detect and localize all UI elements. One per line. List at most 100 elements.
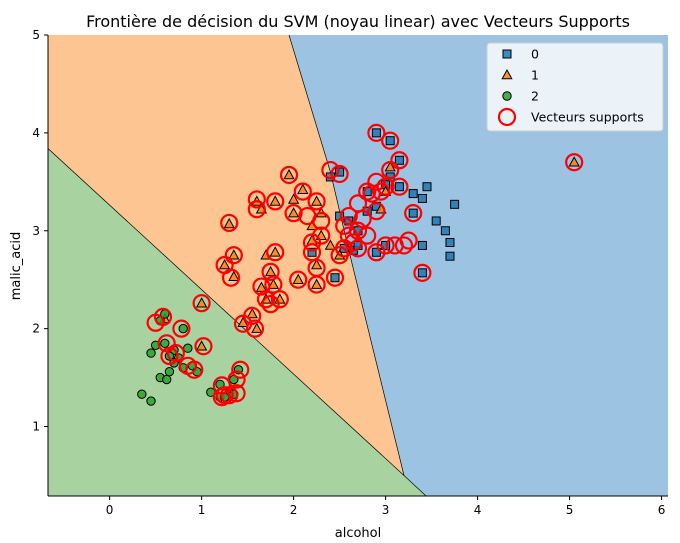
point-class-1-18: [264, 265, 277, 277]
support-vector-57: [233, 314, 253, 333]
support-vector-2: [330, 164, 349, 184]
point-class-0-20: [417, 268, 427, 278]
support-vector-59: [192, 294, 211, 313]
support-vector-74: [215, 386, 234, 405]
chart-title: Frontière de décision du SVM (noyau line…: [86, 12, 630, 31]
point-class-1-19: [267, 278, 280, 289]
support-vector-29: [394, 236, 414, 255]
support-vector-54: [270, 290, 289, 309]
point-class-2-14: [164, 366, 175, 377]
point-class-1-33: [384, 161, 396, 172]
support-vector-72: [172, 319, 191, 338]
support-vector-70: [185, 360, 204, 379]
point-class-1-4: [269, 195, 281, 206]
point-class-1-26: [195, 297, 208, 308]
support-vector-42: [312, 211, 331, 231]
support-vector-71: [194, 337, 213, 356]
point-class-1-34: [568, 156, 580, 167]
support-vector-47: [224, 246, 243, 265]
point-class-1-13: [269, 246, 281, 257]
point-class-2-19: [146, 396, 156, 406]
support-vector-22: [344, 233, 363, 252]
point-class-2-7: [183, 343, 193, 353]
point-class-0-10: [422, 182, 432, 192]
point-class-2-3: [178, 323, 188, 334]
support-vector-46: [266, 243, 285, 262]
support-vector-8: [367, 172, 386, 191]
legend-label-class-0: 0: [531, 47, 539, 62]
support-vector-32: [325, 268, 345, 287]
point-class-1-29: [292, 273, 304, 284]
point-class-0-17: [445, 237, 455, 247]
support-vector-34: [279, 165, 299, 185]
legend-label-class-2: 2: [531, 89, 539, 104]
support-vector-36: [247, 190, 266, 209]
point-class-2-10: [146, 348, 156, 358]
point-class-2-5: [160, 338, 170, 349]
point-class-1-23: [246, 307, 258, 319]
point-class-1-20: [255, 281, 268, 292]
decision-boundary-2: [48, 148, 405, 476]
support-vector-50: [261, 262, 280, 281]
point-class-1-16: [218, 258, 231, 270]
support-vector-45: [220, 213, 239, 233]
point-class-0-26: [330, 273, 340, 283]
support-vector-16: [339, 206, 358, 226]
point-class-1-1: [283, 168, 295, 180]
legend-marker-class-1: [501, 68, 513, 80]
point-class-1-9: [287, 207, 300, 218]
point-class-0-9: [394, 182, 404, 192]
point-class-1-25: [237, 316, 249, 328]
support-vector-27: [376, 236, 395, 255]
legend-label-class-1: 1: [531, 68, 539, 83]
point-class-0-6: [394, 155, 404, 165]
support-vector-17: [353, 209, 372, 229]
x-tick-label-1: 1: [198, 503, 206, 517]
x-tick-label-3: 3: [382, 503, 390, 517]
support-vector-11: [362, 184, 381, 203]
support-vector-5: [390, 151, 409, 170]
point-class-0-27: [307, 247, 317, 257]
point-class-0-16: [440, 226, 450, 236]
support-vector-25: [330, 246, 349, 265]
y-tick-label-2: 2: [32, 322, 40, 336]
support-vector-39: [284, 204, 303, 223]
support-vector-79: [220, 386, 239, 405]
support-vector-66: [157, 334, 176, 353]
x-tick-label-6: 6: [658, 503, 666, 517]
point-class-1-17: [228, 270, 240, 282]
x-tick-label-0: 0: [106, 503, 114, 517]
point-class-0-4: [371, 128, 381, 138]
support-vector-12: [371, 182, 391, 201]
point-class-1-3: [287, 193, 300, 204]
support-vector-24: [348, 239, 368, 258]
support-vector-77: [227, 384, 246, 403]
decision-region-class-0: [289, 35, 668, 496]
support-vector-55: [261, 295, 280, 314]
y-tick-label-3: 3: [32, 224, 40, 238]
x-axis-label: alcohol: [335, 526, 381, 541]
point-class-0-11: [408, 189, 418, 199]
support-vector-6: [381, 160, 400, 180]
point-class-0-15: [431, 216, 441, 226]
support-vector-68: [160, 346, 179, 366]
plot-area: [48, 35, 668, 496]
support-vector-61: [289, 270, 308, 289]
support-vector-35: [293, 182, 312, 201]
support-vector-38: [266, 192, 285, 211]
support-vector-78: [231, 360, 250, 379]
x-tick-label-5: 5: [566, 503, 574, 517]
y-axis-label: malic_acid: [9, 232, 24, 300]
legend: 0 1 2 Vecteurs supports: [486, 42, 664, 132]
support-vector-31: [413, 263, 432, 282]
point-class-1-30: [310, 278, 323, 289]
point-class-1-12: [223, 217, 235, 229]
support-vector-76: [227, 370, 246, 389]
legend-box: [486, 42, 664, 132]
legend-marker-class-0: [502, 49, 512, 59]
support-vector-14: [367, 202, 386, 221]
y-tick-label-1: 1: [32, 420, 40, 434]
support-vector-15: [404, 204, 423, 223]
support-vector-4: [381, 131, 400, 150]
